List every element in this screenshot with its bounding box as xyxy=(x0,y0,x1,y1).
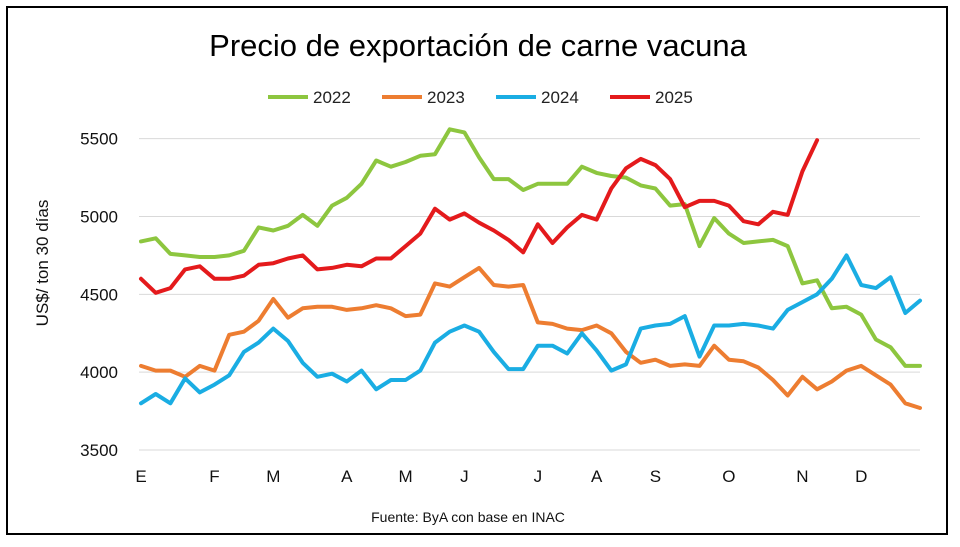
series-line-2022 xyxy=(139,127,922,368)
y-tick-label: 3500 xyxy=(80,441,118,460)
source-note: Fuente: ByA con base en INAC xyxy=(371,509,565,525)
x-tick-label: S xyxy=(650,467,661,486)
legend-label-2024: 2024 xyxy=(541,88,579,107)
y-axis-ticks: 3500 4000 4500 5000 5500 xyxy=(80,130,118,460)
y-tick-label: 4000 xyxy=(80,363,118,382)
x-tick-label: M xyxy=(266,467,280,486)
x-tick-label: A xyxy=(591,467,603,486)
x-tick-label: D xyxy=(855,467,867,486)
y-tick-label: 4500 xyxy=(80,285,118,304)
x-tick-label: N xyxy=(796,467,808,486)
series-line-2023 xyxy=(139,265,922,410)
legend-label-2023: 2023 xyxy=(427,88,465,107)
series-lines xyxy=(139,127,922,410)
chart-title: Precio de exportación de carne vacuna xyxy=(209,28,747,63)
x-tick-label: O xyxy=(722,467,735,486)
x-tick-label: J xyxy=(534,467,543,486)
legend-label-2022: 2022 xyxy=(313,88,351,107)
legend: 2022 2023 2024 2025 xyxy=(268,88,693,107)
x-tick-label: M xyxy=(398,467,412,486)
x-tick-label: A xyxy=(341,467,353,486)
series-line-2024 xyxy=(139,253,922,406)
y-tick-label: 5000 xyxy=(80,208,118,227)
x-tick-label: E xyxy=(135,467,146,486)
x-tick-label: F xyxy=(209,467,219,486)
x-tick-label: J xyxy=(460,467,469,486)
legend-label-2025: 2025 xyxy=(655,88,693,107)
y-tick-label: 5500 xyxy=(80,130,118,149)
series-line-2025 xyxy=(139,138,820,295)
y-axis-label: US$/ ton 30 días xyxy=(33,200,52,327)
gridlines xyxy=(139,138,920,451)
